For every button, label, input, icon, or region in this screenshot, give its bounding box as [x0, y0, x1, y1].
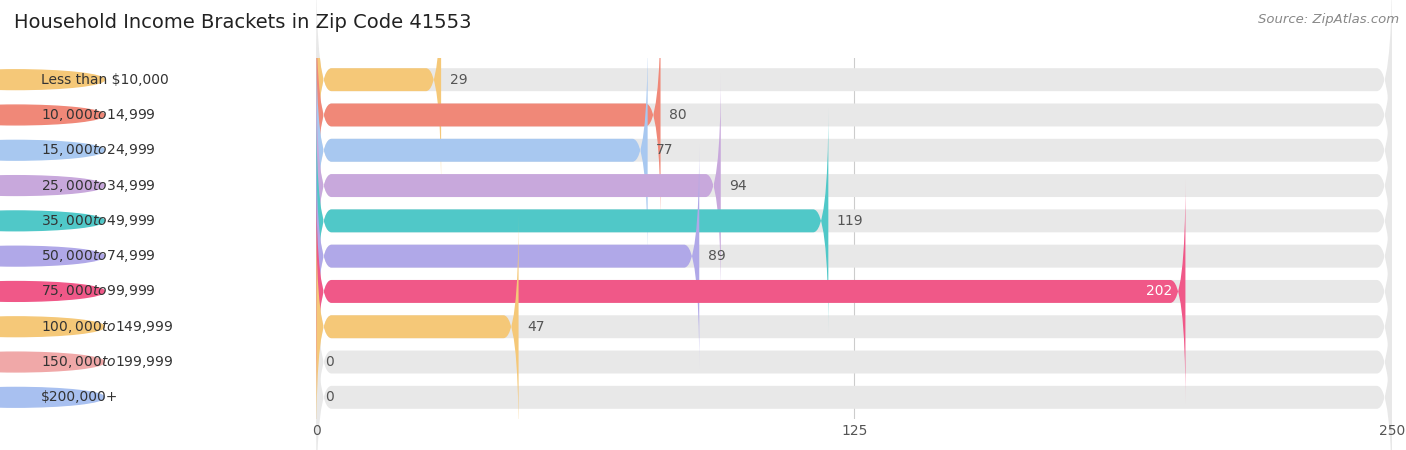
FancyBboxPatch shape [316, 0, 1392, 192]
Text: 202: 202 [1146, 284, 1173, 298]
Circle shape [0, 352, 104, 372]
Text: 94: 94 [730, 179, 747, 193]
FancyBboxPatch shape [316, 3, 661, 227]
Text: $50,000 to $74,999: $50,000 to $74,999 [41, 248, 156, 264]
FancyBboxPatch shape [316, 285, 1392, 450]
Text: Source: ZipAtlas.com: Source: ZipAtlas.com [1258, 14, 1399, 27]
Circle shape [0, 246, 104, 266]
Text: 29: 29 [450, 73, 467, 87]
Circle shape [0, 211, 104, 231]
FancyBboxPatch shape [316, 180, 1185, 404]
Text: 77: 77 [657, 143, 673, 157]
Text: $100,000 to $149,999: $100,000 to $149,999 [41, 319, 173, 335]
Text: $35,000 to $49,999: $35,000 to $49,999 [41, 213, 156, 229]
Text: $200,000+: $200,000+ [41, 390, 118, 404]
FancyBboxPatch shape [316, 38, 1392, 262]
FancyBboxPatch shape [316, 73, 721, 297]
FancyBboxPatch shape [316, 3, 1392, 227]
FancyBboxPatch shape [316, 38, 648, 262]
Circle shape [0, 70, 104, 90]
Text: $25,000 to $34,999: $25,000 to $34,999 [41, 178, 156, 194]
Text: 0: 0 [325, 390, 333, 404]
Text: 89: 89 [707, 249, 725, 263]
FancyBboxPatch shape [316, 109, 828, 333]
FancyBboxPatch shape [316, 73, 1392, 297]
Circle shape [0, 105, 104, 125]
Text: $150,000 to $199,999: $150,000 to $199,999 [41, 354, 173, 370]
Text: $75,000 to $99,999: $75,000 to $99,999 [41, 284, 156, 299]
Text: 80: 80 [669, 108, 686, 122]
FancyBboxPatch shape [316, 144, 699, 368]
FancyBboxPatch shape [316, 0, 441, 192]
FancyBboxPatch shape [316, 250, 1392, 450]
FancyBboxPatch shape [316, 180, 1392, 404]
FancyBboxPatch shape [316, 144, 1392, 368]
Text: 47: 47 [527, 320, 544, 334]
Circle shape [0, 176, 104, 195]
Text: Household Income Brackets in Zip Code 41553: Household Income Brackets in Zip Code 41… [14, 14, 471, 32]
Circle shape [0, 387, 104, 407]
FancyBboxPatch shape [316, 215, 519, 439]
Text: 0: 0 [325, 355, 333, 369]
Circle shape [0, 282, 104, 302]
Text: 119: 119 [837, 214, 863, 228]
Text: $10,000 to $14,999: $10,000 to $14,999 [41, 107, 156, 123]
Circle shape [0, 317, 104, 337]
Text: Less than $10,000: Less than $10,000 [41, 73, 169, 87]
Circle shape [0, 140, 104, 160]
FancyBboxPatch shape [316, 215, 1392, 439]
Text: $15,000 to $24,999: $15,000 to $24,999 [41, 142, 156, 158]
FancyBboxPatch shape [316, 109, 1392, 333]
